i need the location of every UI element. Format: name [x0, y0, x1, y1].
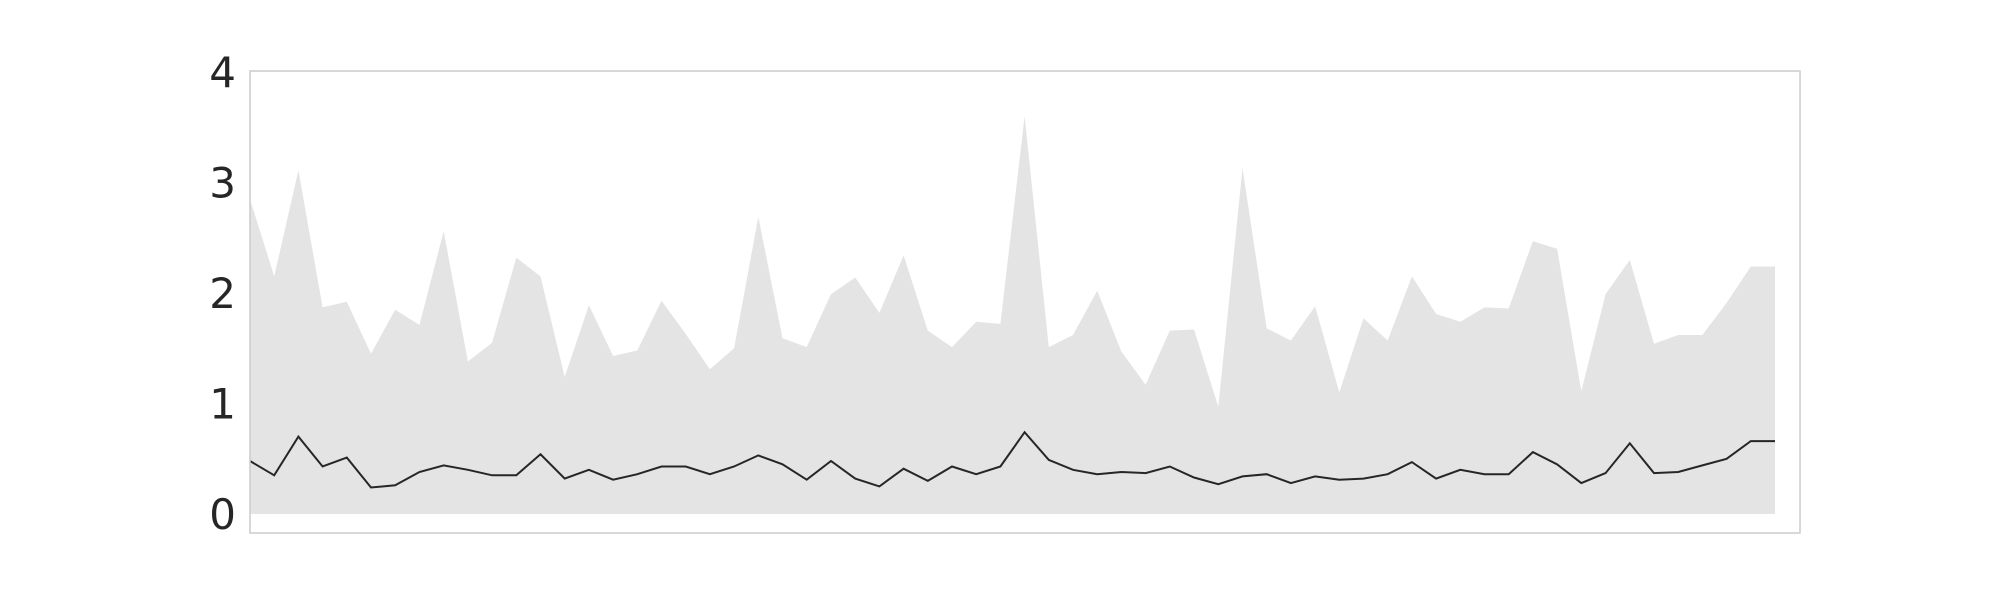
plot-marks — [249, 116, 1775, 514]
plot-frame — [249, 70, 1801, 534]
line-series-1 — [249, 430, 1775, 489]
y-tick-label-2: 2 — [209, 269, 236, 318]
y-tick-label-0: 0 — [209, 490, 236, 539]
y-axis: 0 1 2 3 4 — [209, 48, 236, 539]
y-tick-label-4: 4 — [209, 48, 236, 97]
area-series-0 — [250, 116, 1775, 514]
y-tick-label-3: 3 — [209, 159, 236, 208]
y-tick-label-1: 1 — [209, 380, 236, 429]
